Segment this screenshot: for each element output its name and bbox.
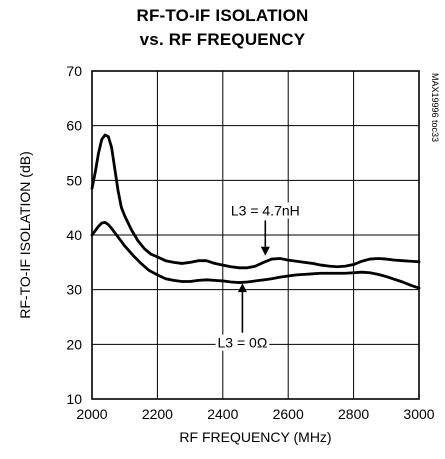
chart-subtitle: vs. RF FREQUENCY bbox=[139, 30, 306, 49]
annotation-arrowhead-4p7nh bbox=[260, 246, 270, 256]
y-tick-label: 40 bbox=[66, 227, 82, 243]
annotation-bg bbox=[228, 202, 302, 219]
series-line-4p7nh bbox=[90, 133, 421, 270]
annotation-label-0ohm: L3 = 0Ω bbox=[218, 335, 268, 351]
y-tick-label: 60 bbox=[66, 118, 82, 134]
annotation-label-4p7nh: L3 = 4.7nH bbox=[231, 202, 300, 218]
x-axis-label: RF FREQUENCY (MHz) bbox=[179, 429, 331, 445]
y-tick-label: 70 bbox=[66, 63, 82, 79]
annotation-bg bbox=[215, 334, 270, 351]
y-tick-label: 20 bbox=[66, 336, 82, 352]
x-tick-label: 2800 bbox=[338, 406, 369, 422]
y-axis-label: RF-TO-IF ISOLATION (dB) bbox=[17, 151, 33, 319]
y-tick-label: 50 bbox=[66, 172, 82, 188]
x-tick-label: 2200 bbox=[142, 406, 173, 422]
x-tick-label: 2000 bbox=[76, 406, 107, 422]
watermark-label: MAX19996 toc33 bbox=[430, 73, 440, 142]
x-tick-label: 3000 bbox=[403, 406, 434, 422]
series-line-0ohm bbox=[90, 221, 421, 290]
x-tick-label: 2400 bbox=[207, 406, 238, 422]
chart-title: RF-TO-IF ISOLATION bbox=[136, 6, 309, 25]
annotation-arrowhead-0ohm bbox=[237, 283, 247, 293]
y-tick-label: 10 bbox=[66, 391, 82, 407]
y-tick-label: 30 bbox=[66, 282, 82, 298]
x-tick-label: 2600 bbox=[273, 406, 304, 422]
